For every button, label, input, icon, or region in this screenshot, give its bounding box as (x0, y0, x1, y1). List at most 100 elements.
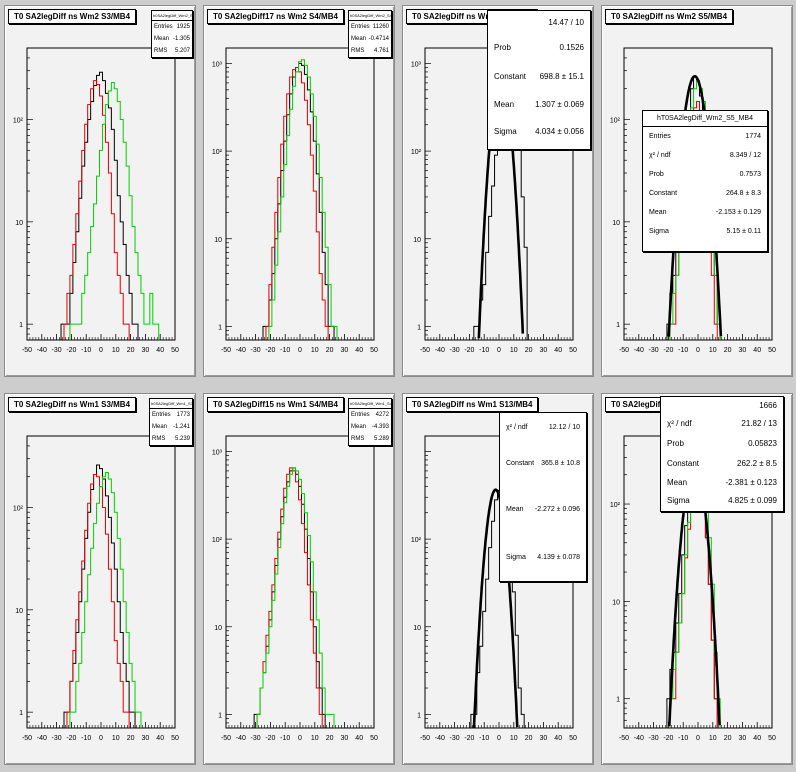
x-tick-label: 30 (739, 347, 747, 354)
entries-label: Entries (649, 133, 671, 140)
chi2-label: χ² / ndf (667, 418, 692, 428)
pad-title: T0 SA2legDiff ns Wm1 S13/MB4 (406, 397, 539, 412)
histogram-series-2 (69, 82, 160, 340)
rms-value: 5.289 (373, 436, 389, 442)
entries-value: 11260 (372, 24, 389, 30)
pad-wm2-s3: T0 SA2legDiff ns Wm2 S3/MB4 -50 -40 -30 -20… (4, 5, 196, 377)
x-tick-label: -30 (52, 347, 62, 354)
x-tick-label: 40 (156, 735, 164, 742)
x-tick-label: 0 (696, 735, 700, 742)
entries-label: Entries (351, 412, 370, 418)
y-tick-label: 10² (13, 506, 24, 513)
x-tick-label: 40 (156, 347, 164, 354)
fit-box: 1666 χ² / ndf 21.82 / 13 Prob 0.05823 Cons… (660, 396, 784, 512)
x-tick-label: 0 (497, 735, 501, 742)
y-tick-label: 10 (214, 237, 222, 244)
histogram-series-0 (262, 62, 335, 340)
x-tick-label: -20 (66, 735, 76, 742)
sigma-value: 4.139 ± 0.078 (537, 553, 580, 561)
histogram-series-1 (265, 66, 329, 340)
x-tick-label: 10 (112, 347, 120, 354)
mean-label: Mean (154, 36, 170, 42)
x-tick-label: -30 (251, 347, 261, 354)
x-tick-label: 10 (510, 347, 518, 354)
x-tick-label: 50 (171, 735, 179, 742)
y-tick-label: 10² (610, 118, 621, 125)
x-tick-label: 50 (370, 347, 378, 354)
chi2-value: 8.349 / 12 (729, 152, 761, 159)
x-tick-label: 30 (142, 347, 150, 354)
y-tick-label: 1 (19, 710, 23, 717)
mean-label: Mean (152, 424, 168, 430)
fit-box: χ² / ndf 12.12 / 10 Constant 365.8 ± 10.8 … (499, 412, 587, 582)
chi2-label: χ² / ndf (506, 423, 528, 431)
x-tick-label: 20 (127, 735, 135, 742)
prob-value: 0.05823 (748, 438, 777, 448)
x-tick-label: 50 (569, 735, 577, 742)
histogram-plot: -50 -40 -30 -20 -10 0 10 20 30 40 50 1 10 10² (13, 435, 179, 742)
histogram-series-1 (66, 474, 130, 728)
x-tick-label: -20 (464, 735, 474, 742)
x-tick-label: 20 (525, 347, 533, 354)
entries-value: 1774 (745, 133, 761, 140)
sigma-label: Sigma (649, 228, 669, 235)
y-tick-label: 1 (417, 324, 421, 331)
constant-value: 698.8 ± 15.1 (539, 72, 584, 81)
mean-value: -1.241 (172, 424, 190, 430)
x-tick-label: 20 (525, 735, 533, 742)
constant-value: 264.8 ± 8.3 (726, 190, 761, 197)
histogram-series-1 (256, 467, 323, 728)
constant-label: Constant (494, 72, 527, 81)
pad-title: T0 SA2legDiff15 ns Wm1 S4/MB4 (207, 397, 344, 412)
x-tick-label: 50 (569, 347, 577, 354)
x-tick-label: 0 (298, 347, 302, 354)
x-tick-label: -30 (649, 735, 659, 742)
fit-box: 14.47 / 10 Prob 0.1526 Constant 698.8 ± 15… (487, 10, 591, 150)
sigma-value: 4.825 ± 0.099 (728, 495, 777, 505)
mean-value: -2.381 ± 0.123 (725, 477, 777, 487)
stats-hist-name: h0SA2legDiff_Wm1_S4_MB4 (349, 399, 391, 409)
x-tick-label: -10 (479, 347, 489, 354)
y-tick-label: 10² (212, 149, 223, 156)
x-tick-label: 0 (497, 347, 501, 354)
sigma-value: 4.034 ± 0.056 (535, 127, 584, 136)
x-tick-label: -50 (619, 347, 629, 354)
mean-value: -2.272 ± 0.096 (534, 505, 580, 513)
x-tick-label: -20 (265, 347, 275, 354)
x-tick-label: 40 (753, 735, 761, 742)
x-tick-label: 0 (298, 735, 302, 742)
stats-box: h0SA2legDiff_Wm1_S3_MB4 Entries 1773 Mean… (149, 398, 193, 446)
histogram-series-0 (63, 464, 136, 728)
sigma-label: Sigma (667, 495, 690, 505)
constant-value: 365.8 ± 10.8 (541, 459, 580, 467)
x-tick-label: -40 (37, 735, 47, 742)
histogram-series-2 (256, 467, 335, 728)
x-tick-label: -40 (435, 735, 445, 742)
pad-wm1-s13: T0 SA2legDiff ns Wm1 S13/MB4 -50 -40 -30 -2… (402, 393, 594, 765)
x-tick-label: -10 (280, 347, 290, 354)
y-tick-label: 10 (612, 599, 620, 606)
histogram-series-2 (268, 59, 338, 340)
rms-label: RMS (351, 436, 365, 442)
x-tick-label: -10 (678, 735, 688, 742)
histogram-plot: -50 -40 -30 -20 -10 0 10 20 30 40 50 1 10 10² (411, 435, 577, 742)
x-tick-label: 10 (510, 735, 518, 742)
y-tick-label: 10 (413, 237, 421, 244)
chi2-label: χ² / ndf (649, 152, 671, 159)
x-tick-label: -50 (221, 347, 231, 354)
x-tick-label: -50 (420, 347, 430, 354)
x-tick-label: 20 (127, 347, 135, 354)
chi2-value: 14.47 / 10 (548, 17, 584, 27)
histogram-series-0 (60, 71, 139, 340)
x-tick-label: 10 (112, 735, 120, 742)
rms-label: RMS (154, 48, 168, 54)
rms-value: 5.239 (174, 436, 190, 442)
x-tick-label: 10 (311, 347, 319, 354)
x-tick-label: -50 (22, 735, 32, 742)
constant-label: Constant (649, 190, 678, 197)
x-tick-label: 50 (768, 735, 776, 742)
pad-wm1-s5: T0 SA2legDiff ns Wm1 S5/MB4 -50-40-30-20… (601, 393, 793, 765)
entries-value: 1925 (176, 24, 190, 30)
stats-box: h0SA2legDiff_Wm1_S4_MB4 Entries 4272 Mean… (348, 398, 392, 446)
